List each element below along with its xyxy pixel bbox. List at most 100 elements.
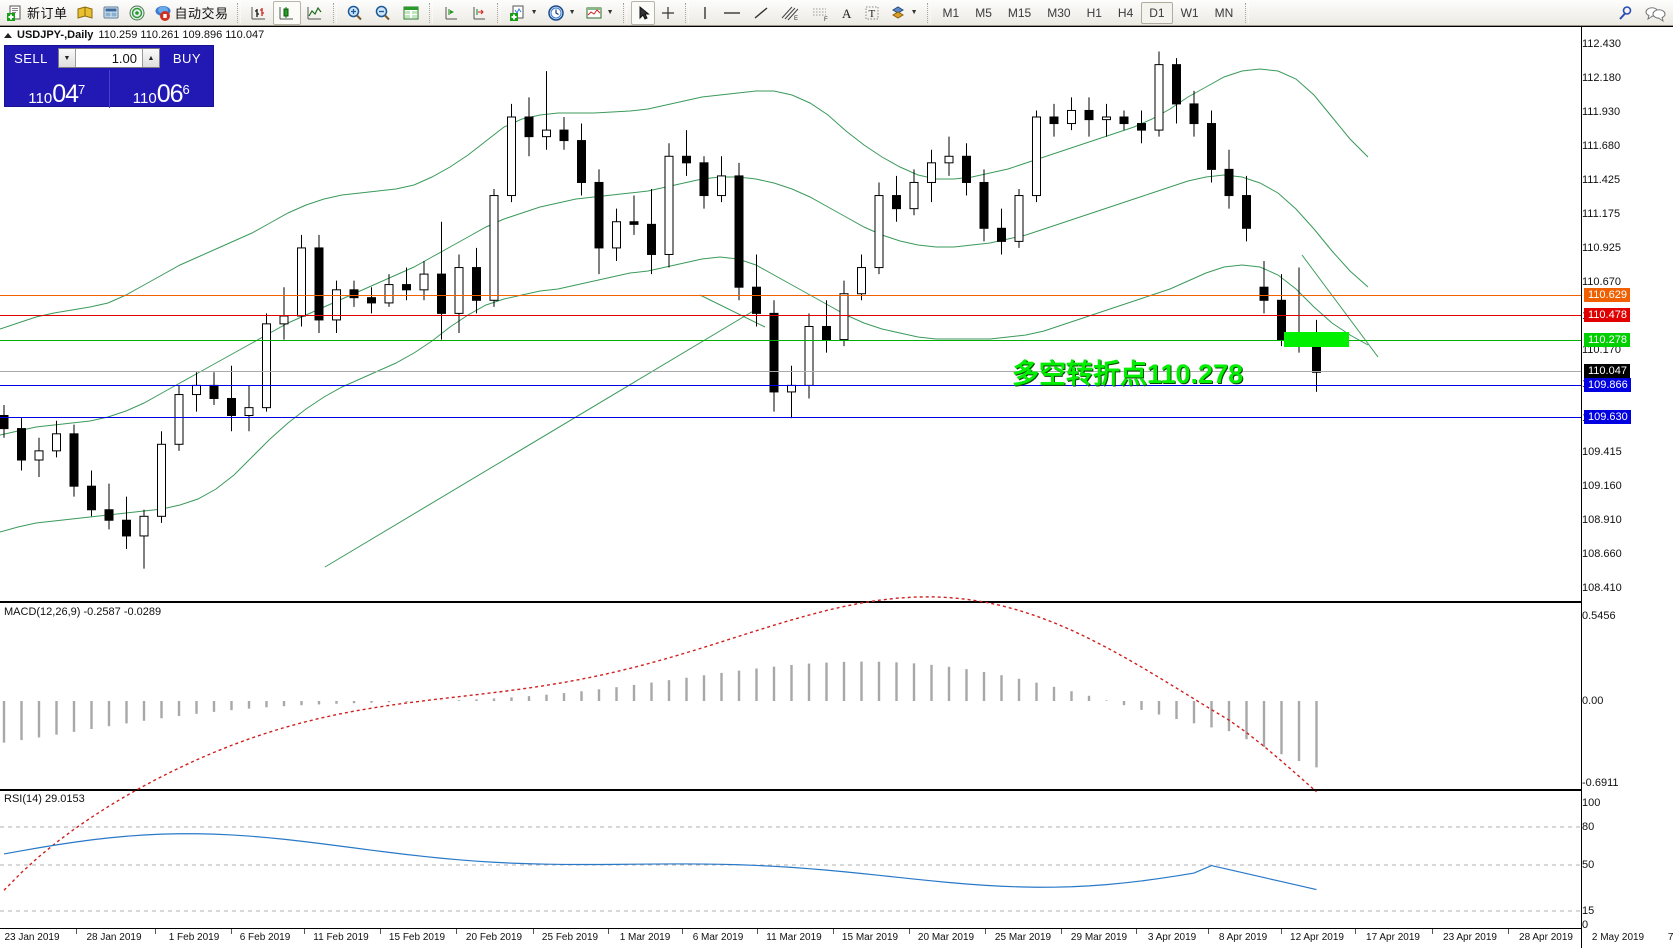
objects-button[interactable]: ▼ bbox=[885, 1, 923, 25]
price-tag-resistance-2[interactable]: 110.478 bbox=[1584, 308, 1630, 322]
volume-increase-button[interactable]: ▲ bbox=[142, 49, 159, 67]
pivot-highlight-box bbox=[1284, 332, 1349, 347]
date-label: 23 Jan 2019 bbox=[4, 932, 60, 943]
date-label: 17 Apr 2019 bbox=[1366, 932, 1420, 943]
buy-price-fraction: 6 bbox=[182, 82, 190, 97]
triangle-up-icon bbox=[4, 32, 12, 38]
oct-prices: 110 04 7 110 06 6 bbox=[5, 70, 213, 108]
data-window-button[interactable] bbox=[397, 1, 425, 25]
signal-icon bbox=[129, 5, 145, 20]
crosshair-button[interactable] bbox=[655, 1, 681, 25]
timeframe-d1[interactable]: D1 bbox=[1141, 1, 1173, 24]
chevron-down-icon[interactable]: ▼ bbox=[568, 9, 576, 16]
shift-start-button[interactable] bbox=[437, 1, 465, 25]
macd-scale-tick: 0.00 bbox=[1582, 695, 1604, 707]
price-tick: 112.430 bbox=[1582, 38, 1621, 50]
periods-icon bbox=[547, 4, 564, 21]
buy-button[interactable]: BUY bbox=[172, 50, 202, 66]
cursor-button[interactable] bbox=[630, 0, 655, 25]
toolbar-separator bbox=[428, 2, 433, 23]
date-label: 29 Mar 2019 bbox=[1070, 932, 1128, 943]
level-line-110629[interactable] bbox=[0, 295, 1581, 296]
one-click-trading-panel[interactable]: SELL ▼ 1.00 ▲ BUY 110 04 7 110 06 6 bbox=[4, 45, 214, 108]
timeframe-w1[interactable]: W1 bbox=[1180, 5, 1199, 20]
timeframe-h1[interactable]: H1 bbox=[1086, 5, 1102, 20]
chevron-down-icon[interactable]: ▼ bbox=[606, 9, 614, 16]
timeframe-m5[interactable]: M5 bbox=[975, 5, 992, 20]
autotrading-button[interactable]: 自动交易 bbox=[150, 1, 233, 25]
date-tick bbox=[757, 929, 758, 934]
date-label: 23 Apr 2019 bbox=[1443, 932, 1497, 943]
timeframe-m15[interactable]: M15 bbox=[1007, 5, 1032, 20]
timeframe-m30[interactable]: M30 bbox=[1047, 5, 1071, 20]
buy-price[interactable]: 110 06 6 bbox=[108, 70, 214, 108]
symbol-name: USDJPY-,Daily bbox=[17, 29, 94, 41]
horizontal-line-button[interactable] bbox=[717, 1, 747, 25]
chart-canvas bbox=[0, 51, 1581, 912]
price-tick: 109.415 bbox=[1582, 446, 1622, 458]
chevron-down-icon[interactable]: ▼ bbox=[910, 9, 918, 16]
price-tag-support-1[interactable]: 109.866 bbox=[1584, 378, 1631, 392]
rsi-scale-tick: 50 bbox=[1582, 859, 1595, 871]
text-button[interactable]: A bbox=[835, 1, 859, 25]
candlestick-chart-button[interactable] bbox=[272, 0, 301, 25]
timeframe-m1[interactable]: M1 bbox=[942, 5, 960, 20]
date-tick bbox=[456, 929, 457, 934]
svg-text:T: T bbox=[868, 8, 875, 20]
autotrade-icon bbox=[155, 5, 171, 21]
level-line-109866[interactable] bbox=[0, 385, 1581, 386]
sell-button[interactable]: SELL bbox=[14, 50, 48, 66]
price-tag-support-2[interactable]: 109.630 bbox=[1584, 410, 1631, 424]
terminal-button[interactable] bbox=[98, 1, 124, 25]
zoom-in-button[interactable] bbox=[341, 1, 369, 25]
objects-icon bbox=[891, 5, 904, 19]
timeframe-mn[interactable]: MN bbox=[1214, 5, 1234, 20]
price-scale[interactable]: 112.430 112.180 111.930 111.680 111.425 … bbox=[1581, 27, 1673, 948]
fibonacci-button[interactable]: F bbox=[805, 1, 835, 25]
price-tag-resistance-1[interactable]: 110.629 bbox=[1584, 288, 1630, 302]
trendline-button[interactable] bbox=[747, 1, 775, 25]
text-label-button[interactable]: T bbox=[859, 1, 885, 25]
volume-input[interactable]: 1.00 bbox=[111, 50, 137, 66]
price-tag-pivot[interactable]: 110.278 bbox=[1584, 333, 1630, 347]
templates-button[interactable]: ▼ bbox=[581, 1, 619, 25]
chevron-down-icon[interactable]: ▼ bbox=[530, 9, 538, 16]
price-tick: 110.925 bbox=[1582, 242, 1621, 254]
date-label: 12 Apr 2019 bbox=[1290, 932, 1344, 943]
date-label: 7 May 2019 bbox=[1667, 932, 1673, 943]
periods-button[interactable]: ▼ bbox=[543, 1, 581, 25]
price-tag-current: 110.047 bbox=[1584, 364, 1630, 378]
date-label: 2 May 2019 bbox=[1591, 932, 1645, 943]
indicators-button[interactable]: ▼ bbox=[505, 1, 543, 25]
line-chart-button[interactable] bbox=[301, 1, 329, 25]
shift-end-button[interactable] bbox=[465, 1, 493, 25]
trendline-small bbox=[699, 294, 766, 328]
level-line-110478[interactable] bbox=[0, 315, 1581, 316]
date-label: 15 Feb 2019 bbox=[388, 932, 446, 943]
sell-price[interactable]: 110 04 7 bbox=[5, 70, 109, 108]
timeframe-h4[interactable]: H4 bbox=[1117, 5, 1134, 20]
level-line-109630[interactable] bbox=[0, 417, 1581, 418]
date-tick bbox=[833, 929, 834, 934]
date-tick bbox=[909, 929, 910, 934]
vertical-line-button[interactable] bbox=[693, 1, 717, 25]
date-tick bbox=[682, 929, 683, 934]
chat-button[interactable] bbox=[1639, 1, 1671, 25]
level-line-110278[interactable] bbox=[0, 340, 1581, 341]
search-button[interactable] bbox=[1611, 1, 1639, 25]
shift-end-icon bbox=[473, 6, 485, 19]
signals-button[interactable] bbox=[124, 1, 150, 25]
volume-stepper[interactable]: ▼ 1.00 ▲ bbox=[58, 48, 160, 68]
volume-decrease-button[interactable]: ▼ bbox=[59, 49, 76, 67]
market-watch-button[interactable] bbox=[72, 1, 98, 25]
new-order-button[interactable]: 新订单 bbox=[2, 1, 72, 25]
date-tick bbox=[608, 929, 609, 934]
equidistant-channel-button[interactable]: E bbox=[775, 1, 805, 25]
macd-histogram bbox=[2, 661, 1318, 768]
level-line-110047[interactable] bbox=[0, 371, 1581, 372]
zoom-out-button[interactable] bbox=[369, 1, 397, 25]
chart-window[interactable]: USDJPY-,Daily 110.259 110.261 109.896 11… bbox=[0, 26, 1673, 948]
sell-price-fraction: 7 bbox=[78, 82, 86, 97]
svg-text:E: E bbox=[794, 16, 798, 22]
bar-chart-button[interactable] bbox=[245, 1, 273, 25]
